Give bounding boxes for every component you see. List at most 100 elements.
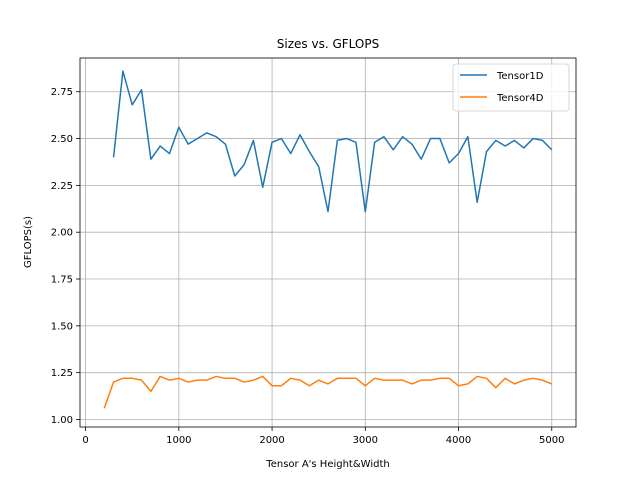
data-point-tensor1d xyxy=(290,153,291,154)
y-tick-label: 2.00 xyxy=(51,228,73,239)
data-point-tensor1d xyxy=(337,140,338,141)
data-point-tensor4d xyxy=(421,380,422,381)
data-point-tensor4d xyxy=(141,380,142,381)
data-point-tensor1d xyxy=(141,89,142,90)
data-point-tensor4d xyxy=(290,378,291,379)
legend-label-tensor1d: Tensor1D xyxy=(496,71,544,82)
data-point-tensor1d xyxy=(150,159,151,160)
x-tick-label: 4000 xyxy=(446,435,471,446)
data-point-tensor4d xyxy=(216,376,217,377)
data-point-tensor1d xyxy=(542,140,543,141)
data-point-tensor4d xyxy=(150,391,151,392)
data-point-tensor1d xyxy=(225,144,226,145)
data-point-tensor1d xyxy=(160,145,161,146)
data-point-tensor4d xyxy=(533,378,534,379)
data-point-tensor1d xyxy=(132,104,133,105)
data-point-tensor4d xyxy=(104,408,105,409)
data-point-tensor1d xyxy=(374,142,375,143)
data-point-tensor4d xyxy=(234,378,235,379)
data-point-tensor4d xyxy=(439,378,440,379)
data-point-tensor1d xyxy=(467,136,468,137)
data-point-tensor4d xyxy=(178,378,179,379)
y-axis-label: GFLOPS(s) xyxy=(23,216,34,268)
data-point-tensor1d xyxy=(421,159,422,160)
data-point-tensor1d xyxy=(299,134,300,135)
data-point-tensor1d xyxy=(439,138,440,139)
data-point-tensor4d xyxy=(188,381,189,382)
data-point-tensor4d xyxy=(393,380,394,381)
data-point-tensor1d xyxy=(458,153,459,154)
data-point-tensor4d xyxy=(169,380,170,381)
data-point-tensor1d xyxy=(383,136,384,137)
chart-title: Sizes vs. GFLOPS xyxy=(277,37,379,51)
data-point-tensor4d xyxy=(374,378,375,379)
data-point-tensor4d xyxy=(337,378,338,379)
x-tick-label: 1000 xyxy=(166,435,191,446)
data-point-tensor4d xyxy=(309,385,310,386)
grid-lines xyxy=(80,58,576,427)
data-point-tensor4d xyxy=(299,380,300,381)
data-point-tensor4d xyxy=(467,383,468,384)
data-point-tensor4d xyxy=(132,378,133,379)
data-point-tensor1d xyxy=(533,138,534,139)
y-tick-label: 2.75 xyxy=(51,87,73,98)
series-lines xyxy=(103,70,553,409)
data-point-tensor1d xyxy=(122,71,123,72)
data-point-tensor1d xyxy=(365,211,366,212)
data-point-tensor4d xyxy=(271,385,272,386)
data-point-tensor1d xyxy=(411,144,412,145)
data-point-tensor1d xyxy=(169,153,170,154)
data-point-tensor4d xyxy=(402,380,403,381)
data-point-tensor1d xyxy=(234,175,235,176)
data-point-tensor4d xyxy=(122,378,123,379)
data-point-tensor1d xyxy=(523,147,524,148)
data-point-tensor1d xyxy=(188,144,189,145)
data-point-tensor1d xyxy=(318,166,319,167)
plot-frame xyxy=(79,57,577,428)
data-point-tensor1d xyxy=(327,211,328,212)
data-point-tensor4d xyxy=(383,380,384,381)
data-point-tensor1d xyxy=(402,136,403,137)
y-tick-label: 1.25 xyxy=(51,368,73,379)
data-point-tensor4d xyxy=(355,378,356,379)
data-point-tensor1d xyxy=(393,149,394,150)
data-point-tensor4d xyxy=(495,387,496,388)
data-point-tensor4d xyxy=(505,378,506,379)
x-tick-label: 5000 xyxy=(539,435,564,446)
data-point-tensor1d xyxy=(514,140,515,141)
data-point-tensor1d xyxy=(486,151,487,152)
data-point-tensor1d xyxy=(197,138,198,139)
y-tick-label: 1.50 xyxy=(51,321,73,332)
data-point-tensor4d xyxy=(449,378,450,379)
data-point-tensor1d xyxy=(495,140,496,141)
data-point-tensor4d xyxy=(430,380,431,381)
data-point-tensor1d xyxy=(243,164,244,165)
series-line-tensor4d xyxy=(103,375,553,409)
data-point-tensor1d xyxy=(216,136,217,137)
data-point-tensor1d xyxy=(262,187,263,188)
plot-area xyxy=(80,58,576,427)
data-point-tensor1d xyxy=(551,149,552,150)
legend-label-tensor4d: Tensor4D xyxy=(496,93,544,104)
data-point-tensor4d xyxy=(281,385,282,386)
x-tick-label: 3000 xyxy=(353,435,378,446)
data-point-tensor4d xyxy=(113,381,114,382)
data-point-tensor1d xyxy=(355,142,356,143)
data-point-tensor1d xyxy=(505,145,506,146)
data-point-tensor4d xyxy=(486,378,487,379)
data-point-tensor4d xyxy=(160,376,161,377)
y-tick-label: 2.50 xyxy=(51,134,73,145)
data-point-tensor1d xyxy=(309,151,310,152)
data-point-tensor4d xyxy=(253,380,254,381)
data-point-tensor1d xyxy=(271,142,272,143)
data-point-tensor4d xyxy=(477,376,478,377)
data-point-tensor1d xyxy=(206,132,207,133)
series-line-tensor1d xyxy=(112,70,553,213)
x-tick-label: 2000 xyxy=(259,435,284,446)
x-axis-label: Tensor A's Height&Width xyxy=(265,459,389,470)
data-point-tensor4d xyxy=(346,378,347,379)
y-tick-label: 1.00 xyxy=(51,415,73,426)
data-point-tensor4d xyxy=(365,385,366,386)
legend: Tensor1D Tensor4D xyxy=(452,63,570,112)
